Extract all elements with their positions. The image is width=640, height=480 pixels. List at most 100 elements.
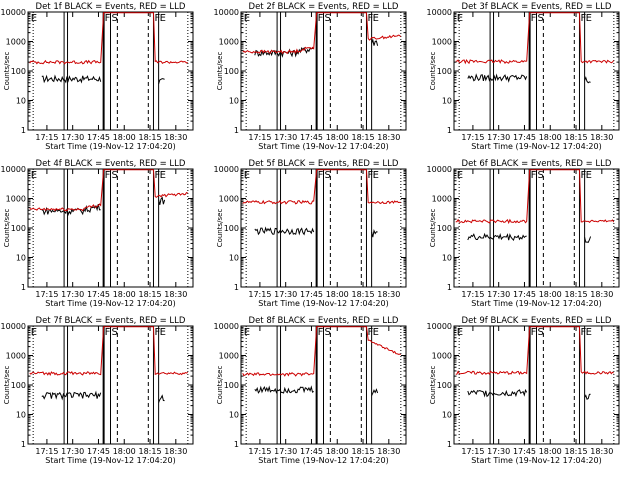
panel-title: Det 1f BLACK = Events, RED = LLD [36,2,186,12]
x-axis-label: Start Time (19-Nov-12 17:04:20) [258,456,388,465]
x-tick-label: 17:30 [61,133,84,142]
x-tick-label: 17:45 [87,133,110,142]
y-tick-label: 10000 [1,165,26,174]
x-tick-label: 17:45 [87,290,110,299]
x-tick-label: 17:15 [248,133,271,142]
y-axis-label: Counts/sec [429,366,437,405]
y-axis-label: Counts/sec [216,209,224,248]
panel-7: Det 7f BLACK = Events, RED = LLD 1 10 100 10… [1,316,194,465]
series-events-line [41,74,165,85]
x-tick-label: 18:15 [352,290,375,299]
series-lld-line [455,326,614,376]
y-tick-label: 100 [437,224,452,233]
x-tick-label: 17:30 [487,133,510,142]
x-axis-label: Start Time (19-Nov-12 17:04:20) [45,299,175,308]
y-tick-label: 10 [16,411,26,420]
x-tick-label: 18:00 [539,290,562,299]
x-tick-label: 17:30 [61,290,84,299]
time-marker-label: S [325,13,331,24]
y-axis-label: Counts/sec [3,209,11,248]
time-marker-label: E [373,13,379,24]
x-tick-label: 18:30 [590,133,613,142]
time-marker-label: E [373,170,379,181]
time-marker-label: F [580,170,586,181]
y-tick-label: 1 [447,440,452,449]
x-tick-label: 18:30 [377,133,400,142]
y-tick-label: 10 [229,254,239,263]
series-events-line [254,385,379,396]
x-tick-label: 17:45 [87,447,110,456]
time-marker-label: F [531,327,537,338]
x-axis-label: Start Time (19-Nov-12 17:04:20) [258,299,388,308]
time-marker-label: S [112,327,118,338]
y-tick-label: 100 [224,381,239,390]
series-events-line [467,232,592,244]
time-marker-label: E [244,13,250,24]
y-tick-label: 10 [229,97,239,106]
series-events-line [41,390,165,403]
y-axis-label: Counts/sec [429,209,437,248]
panel-title: Det 4f BLACK = Events, RED = LLD [36,159,186,169]
y-tick-label: 10000 [214,8,239,17]
x-tick-label: 17:30 [487,290,510,299]
x-tick-label: 17:30 [274,133,297,142]
x-tick-label: 17:15 [248,290,271,299]
x-tick-label: 17:30 [487,447,510,456]
y-tick-label: 1 [234,440,239,449]
x-tick-label: 18:30 [377,290,400,299]
series-lld-line [29,169,188,212]
time-marker-label: E [244,170,250,181]
y-tick-label: 100 [11,224,26,233]
x-tick-label: 18:30 [164,290,187,299]
series-lld-line [29,12,188,65]
time-marker-label: E [586,170,592,181]
x-tick-label: 18:15 [139,133,162,142]
time-marker-label: E [160,13,166,24]
x-tick-label: 17:30 [274,447,297,456]
panel-title: Det 8f BLACK = Events, RED = LLD [249,316,399,326]
x-tick-label: 17:15 [248,447,271,456]
y-tick-label: 1 [21,283,26,292]
y-tick-label: 10000 [427,322,452,331]
y-axis-label: Counts/sec [429,52,437,91]
x-tick-label: 18:00 [113,447,136,456]
series-events-line [41,196,166,217]
time-marker-label: S [538,13,544,24]
x-tick-label: 17:15 [461,447,484,456]
series-events-line [467,388,591,400]
y-tick-label: 100 [11,67,26,76]
y-tick-label: 10 [442,411,452,420]
x-axis-label: Start Time (19-Nov-12 17:04:20) [45,142,175,151]
y-tick-label: 1 [447,283,452,292]
y-tick-label: 10000 [427,8,452,17]
y-tick-label: 1000 [432,38,452,47]
x-axis-label: Start Time (19-Nov-12 17:04:20) [45,456,175,465]
x-tick-label: 18:00 [113,290,136,299]
x-tick-label: 17:45 [513,133,536,142]
y-tick-label: 10000 [214,165,239,174]
series-lld-line [455,12,615,65]
x-tick-label: 17:45 [513,290,536,299]
y-tick-label: 10 [442,254,452,263]
series-lld-line [242,326,401,377]
series-lld-line [242,169,401,205]
x-tick-label: 18:00 [539,447,562,456]
x-tick-label: 17:45 [300,290,323,299]
y-tick-label: 10000 [1,322,26,331]
y-tick-label: 1 [234,283,239,292]
y-tick-label: 1 [447,126,452,135]
y-tick-label: 1 [21,126,26,135]
x-tick-label: 17:15 [461,133,484,142]
x-tick-label: 17:15 [35,290,58,299]
time-marker-label: E [457,170,463,181]
time-marker-label: E [31,327,37,338]
time-marker-label: F [318,170,324,181]
x-tick-label: 18:00 [326,447,349,456]
time-marker-label: E [457,13,463,24]
y-axis-label: Counts/sec [216,366,224,405]
y-tick-label: 100 [11,381,26,390]
y-tick-label: 10 [229,411,239,420]
y-tick-label: 100 [224,67,239,76]
y-tick-label: 1000 [6,352,26,361]
y-tick-label: 1000 [219,352,239,361]
